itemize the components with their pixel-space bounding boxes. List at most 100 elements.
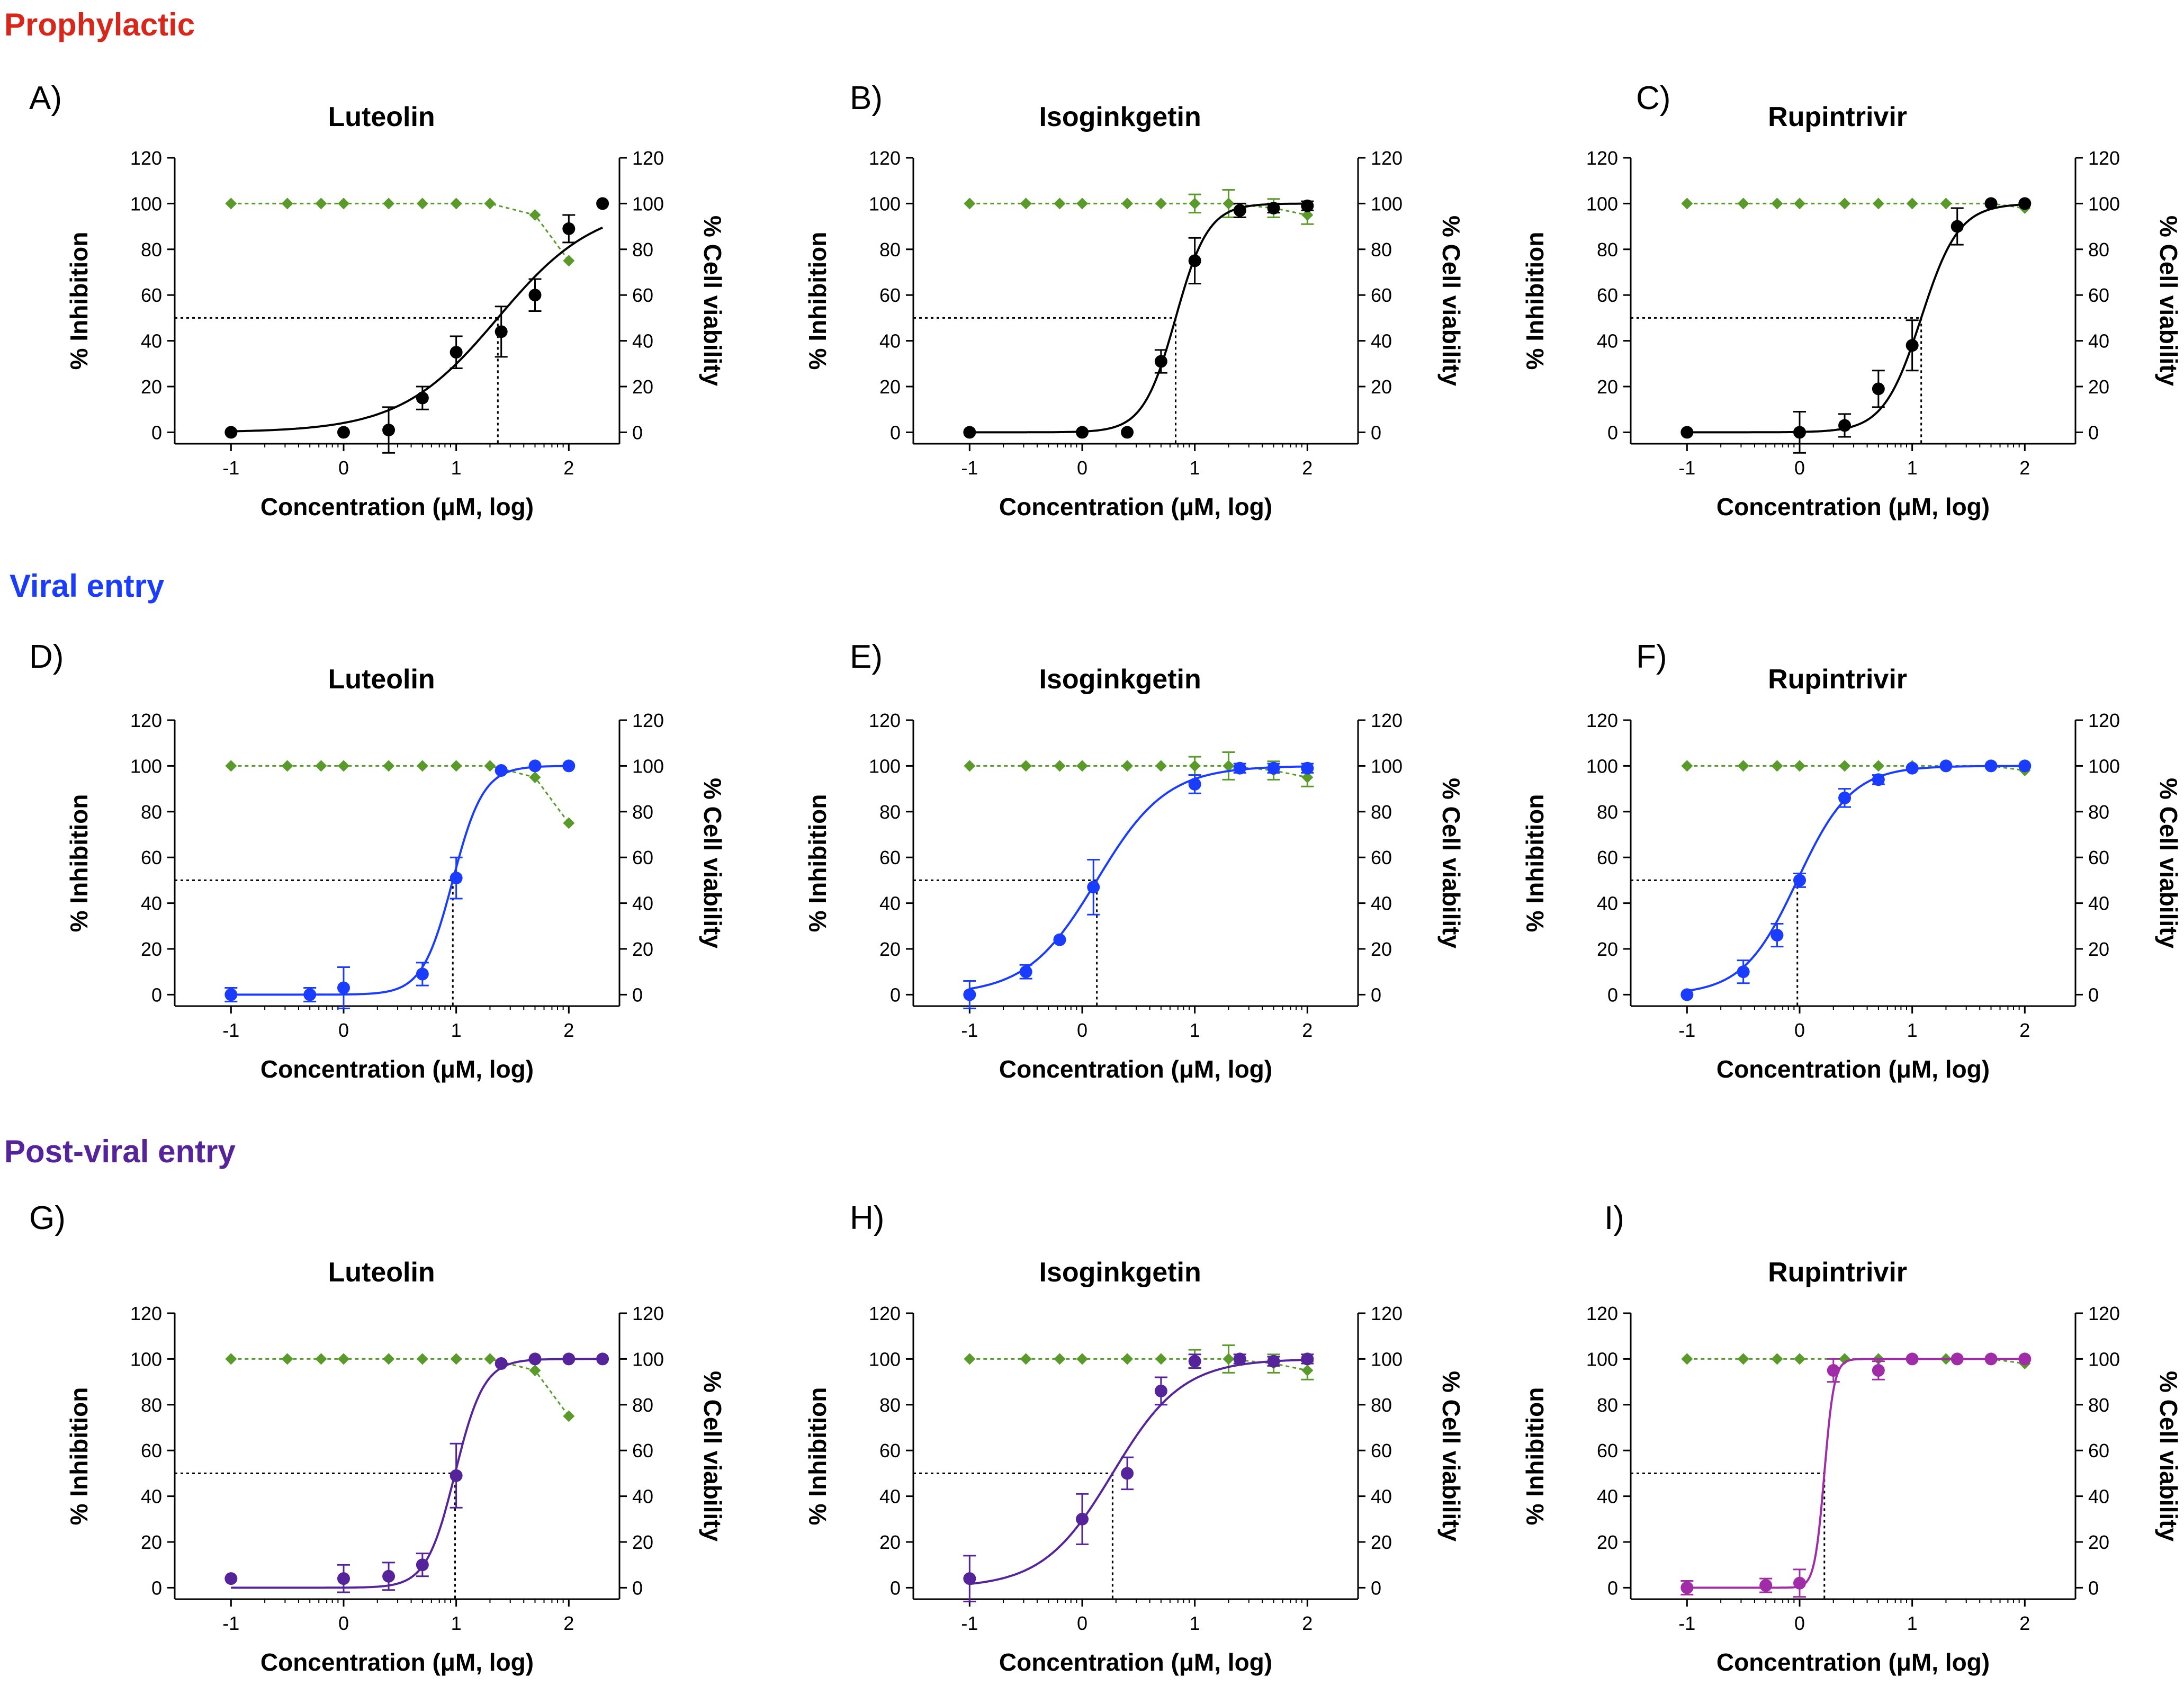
y-tick-label-right: 0 <box>1371 422 1381 443</box>
y-tick-label-right: 0 <box>632 422 643 443</box>
viability-point <box>1681 760 1693 772</box>
x-axis-label: Concentration (μM, log) <box>260 493 534 521</box>
y-tick-label-right: 60 <box>1371 847 1392 868</box>
y-tick-label-left: 100 <box>130 755 162 777</box>
viability-point <box>450 198 462 210</box>
inhibition-point <box>1301 761 1314 775</box>
viability-point <box>1793 1353 1805 1365</box>
x-tick-label: 0 <box>338 1612 349 1634</box>
viability-point <box>1121 760 1134 772</box>
viability-line <box>969 1358 1308 1371</box>
x-tick-label: 1 <box>451 457 462 479</box>
x-tick-label: -1 <box>961 1612 978 1634</box>
x-tick-label: 1 <box>1907 457 1918 479</box>
inhibition-point <box>596 197 609 210</box>
viability-point <box>1771 198 1783 210</box>
y-tick-label-left: 100 <box>130 1348 162 1370</box>
viability-point <box>1054 1353 1066 1365</box>
inhibition-point <box>1075 1512 1089 1526</box>
x-tick-label: 0 <box>338 1019 349 1041</box>
y-tick-label-left: 0 <box>1607 984 1618 1006</box>
inhibition-point <box>1188 777 1201 791</box>
y-tick-label-left: 40 <box>1597 1486 1618 1508</box>
inhibition-point <box>382 1570 396 1583</box>
y-tick-label-left: 60 <box>141 284 162 306</box>
viability-point <box>1054 198 1066 210</box>
inhibition-fit-curve <box>1687 1358 2025 1589</box>
y-tick-label-left: 120 <box>869 710 901 731</box>
viability-point <box>1793 760 1805 772</box>
y-tick-label-right: 0 <box>632 1577 643 1599</box>
x-axis-label: Concentration (μM, log) <box>260 1648 534 1676</box>
inhibition-point <box>1680 988 1694 1001</box>
y-tick-label-left: 0 <box>890 1577 901 1599</box>
y-tick-label-left: 40 <box>141 330 162 352</box>
inhibition-point <box>1154 1384 1167 1397</box>
y-tick-label-right: 20 <box>2088 938 2109 960</box>
x-tick-label: 0 <box>338 457 349 479</box>
chart-title: Luteolin <box>328 1257 435 1288</box>
inhibition-point <box>1770 929 1784 942</box>
x-tick-label: 1 <box>1907 1612 1918 1634</box>
inhibition-point <box>1087 881 1100 894</box>
inhibition-point <box>562 759 576 773</box>
y-tick-label-left: 60 <box>141 847 162 868</box>
viability-point <box>1839 198 1851 210</box>
viability-point <box>281 760 293 772</box>
y-tick-label-left: 80 <box>1597 801 1618 823</box>
viability-point <box>1189 198 1201 210</box>
panel-letter-b: B) <box>850 80 883 116</box>
viability-point <box>1121 1353 1134 1365</box>
y-tick-label-left: 0 <box>151 422 162 443</box>
viability-point <box>281 1353 293 1365</box>
inhibition-fit-curve <box>1687 765 2025 992</box>
x-tick-label: 2 <box>2019 1612 2030 1634</box>
inhibition-point <box>596 1352 609 1366</box>
inhibition-point <box>1301 199 1314 212</box>
viability-point <box>337 760 349 772</box>
viability-point <box>416 1353 428 1365</box>
y-tick-label-right: 120 <box>632 1303 664 1324</box>
y-axis-label-left: % Inhibition <box>65 1387 93 1526</box>
y-tick-label-left: 40 <box>879 330 901 352</box>
inhibition-point <box>495 325 508 338</box>
y-tick-label-left: 20 <box>1597 1531 1618 1553</box>
y-tick-label-right: 20 <box>1371 1531 1392 1553</box>
x-axis-label: Concentration (μM, log) <box>1716 493 1990 521</box>
x-tick-label: 1 <box>1907 1019 1918 1041</box>
inhibition-point <box>1154 355 1167 368</box>
y-tick-label-left: 60 <box>879 284 901 306</box>
inhibition-point <box>1267 202 1280 215</box>
y-tick-label-right: 60 <box>2088 284 2109 306</box>
viability-point <box>1737 760 1749 772</box>
viability-line <box>1687 202 2025 209</box>
viability-point <box>529 209 541 221</box>
y-tick-label-right: 80 <box>632 239 653 261</box>
y-tick-label-left: 120 <box>869 147 901 169</box>
viability-point <box>383 760 395 772</box>
viability-point <box>1301 209 1314 221</box>
inhibition-point <box>450 1469 463 1482</box>
panel-letter-h: H) <box>850 1200 885 1236</box>
inhibition-point <box>1872 773 1885 786</box>
y-tick-label-left: 0 <box>151 1577 162 1599</box>
viability-point <box>1223 198 1235 210</box>
inhibition-point <box>1759 1579 1773 1592</box>
inhibition-point <box>1053 933 1066 946</box>
y-tick-label-left: 100 <box>869 193 901 214</box>
y-tick-label-right: 80 <box>2088 1394 2109 1416</box>
viability-point <box>964 760 976 772</box>
y-axis-label-right: % Cell viability <box>699 778 726 949</box>
y-tick-label-right: 20 <box>2088 376 2109 398</box>
y-tick-label-right: 100 <box>1371 193 1403 214</box>
section-title-post-viral-entry: Post-viral entry <box>4 1134 236 1169</box>
panel-letter-e: E) <box>850 639 883 675</box>
viability-point <box>1189 760 1201 772</box>
viability-point <box>1223 760 1235 772</box>
y-axis-label-right: % Cell viability <box>1437 778 1465 949</box>
x-tick-label: 0 <box>1794 1019 1805 1041</box>
viability-point <box>383 1353 395 1365</box>
